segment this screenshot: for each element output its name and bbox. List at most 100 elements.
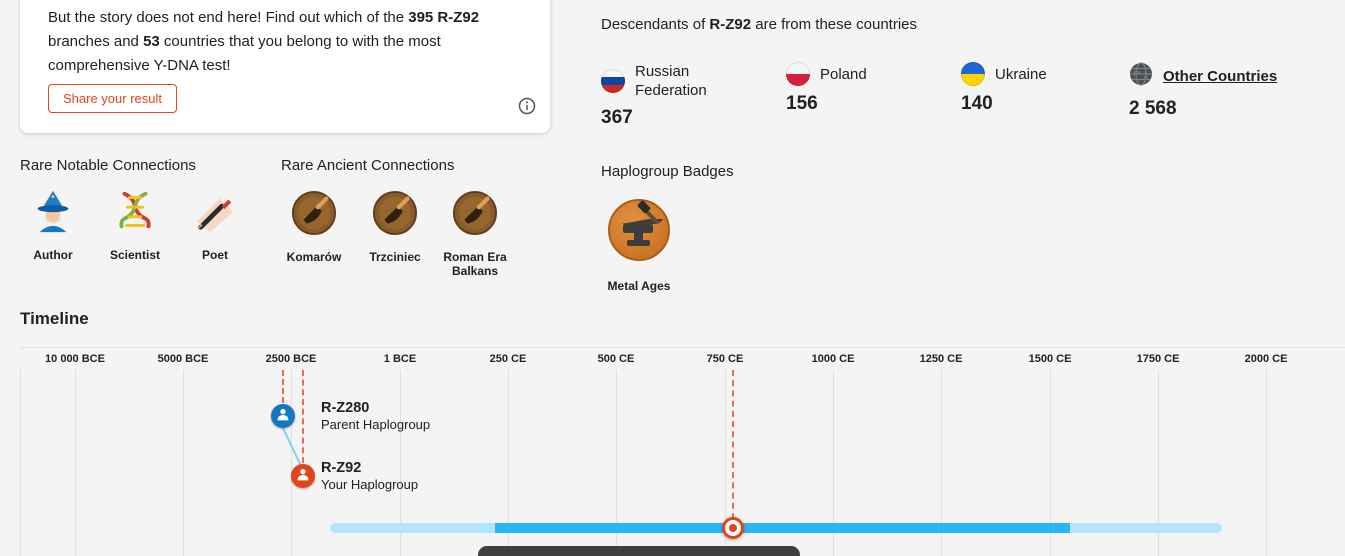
promo-branch-count: 395 R-Z92 xyxy=(408,9,480,26)
badge-komarow[interactable]: Komarów xyxy=(283,190,345,264)
your-haplogroup-marker[interactable] xyxy=(291,464,315,488)
country-header: Poland xyxy=(786,62,867,86)
timeline-tick: 2500 BCE xyxy=(265,353,317,365)
timeline-slider-handle[interactable] xyxy=(722,517,744,539)
badge-label: Scientist xyxy=(109,248,160,262)
country-name: Ukraine xyxy=(995,65,1047,83)
timeline-tick: 2000 CE xyxy=(1244,353,1288,365)
badge-roman-era-balkans[interactable]: Roman Era Balkans xyxy=(436,190,514,278)
badge-trzciniec[interactable]: Trzciniec xyxy=(363,190,427,264)
share-result-button[interactable]: Share your result xyxy=(48,84,177,113)
country-stat-poland: Poland 156 xyxy=(786,62,867,115)
person-icon xyxy=(275,406,291,427)
badge-scientist[interactable]: Scientist xyxy=(104,188,166,262)
haplogroup-role: Your Haplogroup xyxy=(321,477,419,492)
anvil-icon xyxy=(607,198,671,267)
country-count: 2 568 xyxy=(1129,98,1177,119)
promo-card: But the story does not end here! Find ou… xyxy=(20,0,550,133)
globe-icon xyxy=(1129,62,1153,91)
timeline-slider-active-range[interactable] xyxy=(495,523,1070,533)
badge-label: Author xyxy=(33,248,73,262)
timeline-tick: 750 CE xyxy=(706,353,744,365)
russia-flag-icon xyxy=(601,69,625,93)
descendants-title-part: Descendants of xyxy=(601,16,710,33)
promo-text: But the story does not end here! Find ou… xyxy=(48,6,516,78)
tmrca-dashed-line xyxy=(732,370,734,519)
promo-country-count: 53 xyxy=(143,33,160,50)
country-header: Other Countries xyxy=(1129,62,1277,91)
badge-label: Trzciniec xyxy=(369,250,421,264)
timeline-gridline xyxy=(400,370,401,556)
timeline-gridline xyxy=(1158,370,1159,556)
ancient-connections-title: Rare Ancient Connections xyxy=(281,157,455,174)
trowel-icon xyxy=(291,190,337,241)
writing-hand-icon xyxy=(192,188,238,239)
timeline-tick: 5000 BCE xyxy=(157,353,209,365)
badge-label: Metal Ages xyxy=(607,279,671,293)
timeline-tick: 10 000 BCE xyxy=(45,353,105,365)
badge-poet[interactable]: Poet xyxy=(186,188,244,262)
timeline-tick: 1 BCE xyxy=(383,353,417,365)
country-header: Russian Federation xyxy=(601,62,771,100)
timeline-gridline xyxy=(833,370,834,556)
timeline-tick: 500 CE xyxy=(597,353,635,365)
country-stat-ukraine: Ukraine 140 xyxy=(961,62,1047,115)
country-header: Ukraine xyxy=(961,62,1047,86)
country-name: Poland xyxy=(820,65,867,83)
badge-author[interactable]: Author xyxy=(24,188,82,262)
parent-haplogroup-marker[interactable] xyxy=(271,404,295,428)
timeline-gridline xyxy=(291,370,292,556)
timeline-gridline xyxy=(75,370,76,556)
haplogroup-name: R-Z280 xyxy=(321,400,370,416)
timeline-gridline xyxy=(1050,370,1051,556)
parent-date-dashed-line xyxy=(282,370,284,403)
other-countries-link[interactable]: Other Countries xyxy=(1163,68,1278,85)
timeline-gridline xyxy=(725,370,726,556)
poland-flag-icon xyxy=(786,62,810,86)
your-haplogroup-label: R-Z92 Your Haplogroup xyxy=(321,460,418,492)
timeline-gridline xyxy=(20,370,21,556)
descendants-haplogroup: R-Z92 xyxy=(709,16,752,33)
timeline-gridline xyxy=(508,370,509,556)
country-stat-other: Other Countries 2 568 xyxy=(1129,62,1277,120)
promo-text-part: branches and xyxy=(48,33,144,50)
promo-text-part: countries that you belong to with the mo… xyxy=(48,33,441,74)
notable-connections-title: Rare Notable Connections xyxy=(20,157,196,174)
haplogroup-name: R-Z92 xyxy=(321,460,362,476)
trowel-icon xyxy=(452,190,498,241)
country-count: 140 xyxy=(961,93,993,114)
timeline-tick: 250 CE xyxy=(489,353,527,365)
descendants-title: Descendants of R-Z92 are from these coun… xyxy=(601,16,917,33)
timeline-tick: 1500 CE xyxy=(1028,353,1072,365)
country-stat-russia: Russian Federation 367 xyxy=(601,62,771,129)
timeline-gridline xyxy=(941,370,942,556)
badge-label: Poet xyxy=(201,248,228,262)
timeline-gridline xyxy=(1266,370,1267,556)
info-icon[interactable] xyxy=(518,97,536,115)
haplogroup-badges-title: Haplogroup Badges xyxy=(601,163,734,180)
timeline-tick: 1250 CE xyxy=(919,353,963,365)
country-count: 367 xyxy=(601,107,633,128)
badge-metal-ages[interactable]: Metal Ages xyxy=(602,198,676,293)
parent-haplogroup-label: R-Z280 Parent Haplogroup xyxy=(321,400,430,432)
badge-label: Roman Era Balkans xyxy=(443,250,507,278)
country-count: 156 xyxy=(786,93,818,114)
badge-label: Komarów xyxy=(286,250,342,264)
timeline-gridline xyxy=(183,370,184,556)
timeline-title: Timeline xyxy=(20,309,89,328)
timeline-tick: 1000 CE xyxy=(811,353,855,365)
haplogroup-role: Parent Haplogroup xyxy=(321,417,431,432)
timeline-divider xyxy=(20,347,1345,348)
dna-icon xyxy=(112,188,158,239)
promo-text-part: But the story does not end here! Find ou… xyxy=(48,9,409,26)
timeline-tick: 1750 CE xyxy=(1136,353,1180,365)
formed-date-dashed-line xyxy=(302,370,304,463)
trowel-icon xyxy=(372,190,418,241)
country-name: Russian Federation xyxy=(635,63,707,99)
timeline-scroll-handle[interactable] xyxy=(478,546,800,556)
timeline-gridline xyxy=(616,370,617,556)
person-icon xyxy=(295,466,311,487)
wizard-icon xyxy=(30,188,76,239)
descendants-title-part: are from these countries xyxy=(751,16,918,33)
